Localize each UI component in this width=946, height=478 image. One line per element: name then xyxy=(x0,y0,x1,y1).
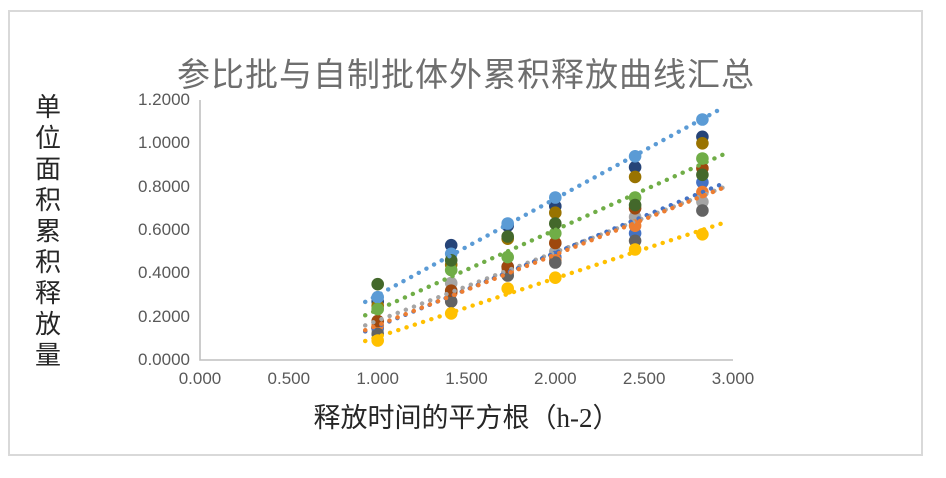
x-tick-3.000: 3.000 xyxy=(711,369,755,388)
point-dark-green-2 xyxy=(501,230,514,243)
y-axis-title: 单位面积累积释放量 xyxy=(28,92,68,371)
point-yellow-2 xyxy=(501,282,514,295)
y-axis-title-char: 位 xyxy=(34,124,61,153)
point-dark-gray-3 xyxy=(549,256,562,269)
point-green-3 xyxy=(549,227,562,240)
point-dark-orange-3 xyxy=(549,236,562,250)
x-axis-title: 释放时间的平方根（h-2） xyxy=(313,403,620,433)
y-tick-0.2000: 0.2000 xyxy=(138,306,190,326)
y-axis-title-char: 积 xyxy=(34,248,61,277)
x-tick-1.500: 1.500 xyxy=(445,369,488,388)
point-dark-gold-5 xyxy=(696,137,709,150)
chart-title: 参比批与自制批体外累积释放曲线汇总 xyxy=(177,58,755,94)
y-tick-1.0000: 1.0000 xyxy=(138,133,190,153)
point-yellow-5 xyxy=(696,228,709,241)
point-navy-4 xyxy=(628,160,642,174)
point-dark-gray-4 xyxy=(628,234,642,248)
point-dark-gray-5 xyxy=(696,204,709,217)
point-dark-gold-3 xyxy=(549,206,562,219)
point-dark-green-5 xyxy=(696,168,709,182)
y-axis-title-char: 面 xyxy=(34,155,61,184)
trendline-yellow xyxy=(363,220,727,344)
x-tick-2.500: 2.500 xyxy=(622,369,666,388)
point-dark-green-3 xyxy=(549,217,562,230)
x-tick-2.000: 2.000 xyxy=(534,369,577,388)
point-dark-green-0 xyxy=(371,277,385,291)
y-axis-title-char: 单 xyxy=(34,93,61,122)
axis-lines xyxy=(199,100,733,361)
point-green-1 xyxy=(444,263,458,277)
chart-border-frame xyxy=(8,10,923,456)
y-tick-0.8000: 0.8000 xyxy=(138,176,190,196)
x-tick-0.500: 0.500 xyxy=(267,369,311,388)
y-axis-title-char: 释 xyxy=(34,279,61,308)
trendline-orange xyxy=(363,185,727,333)
point-light-blue-4 xyxy=(628,150,642,163)
trendline-green xyxy=(363,151,727,318)
x-tick-0.000: 0.000 xyxy=(178,369,222,388)
y-axis-title-char: 积 xyxy=(34,186,61,215)
y-axis-title-char: 量 xyxy=(34,341,61,370)
trendline-light-blue xyxy=(363,104,727,305)
trendline-blue xyxy=(363,180,727,334)
y-tick-1.2000: 1.2000 xyxy=(138,90,190,109)
y-tick-0.0000: 0.0000 xyxy=(138,350,190,369)
y-axis-title-char: 放 xyxy=(34,310,61,339)
point-dark-gold-4 xyxy=(628,170,642,184)
point-green-2 xyxy=(501,250,514,264)
y-axis-title-char: 累 xyxy=(34,217,61,246)
point-dark-green-4 xyxy=(628,198,642,212)
x-tick-1.000: 1.000 xyxy=(356,369,399,388)
y-tick-0.6000: 0.6000 xyxy=(138,220,190,239)
y-tick-0.4000: 0.4000 xyxy=(138,263,190,283)
